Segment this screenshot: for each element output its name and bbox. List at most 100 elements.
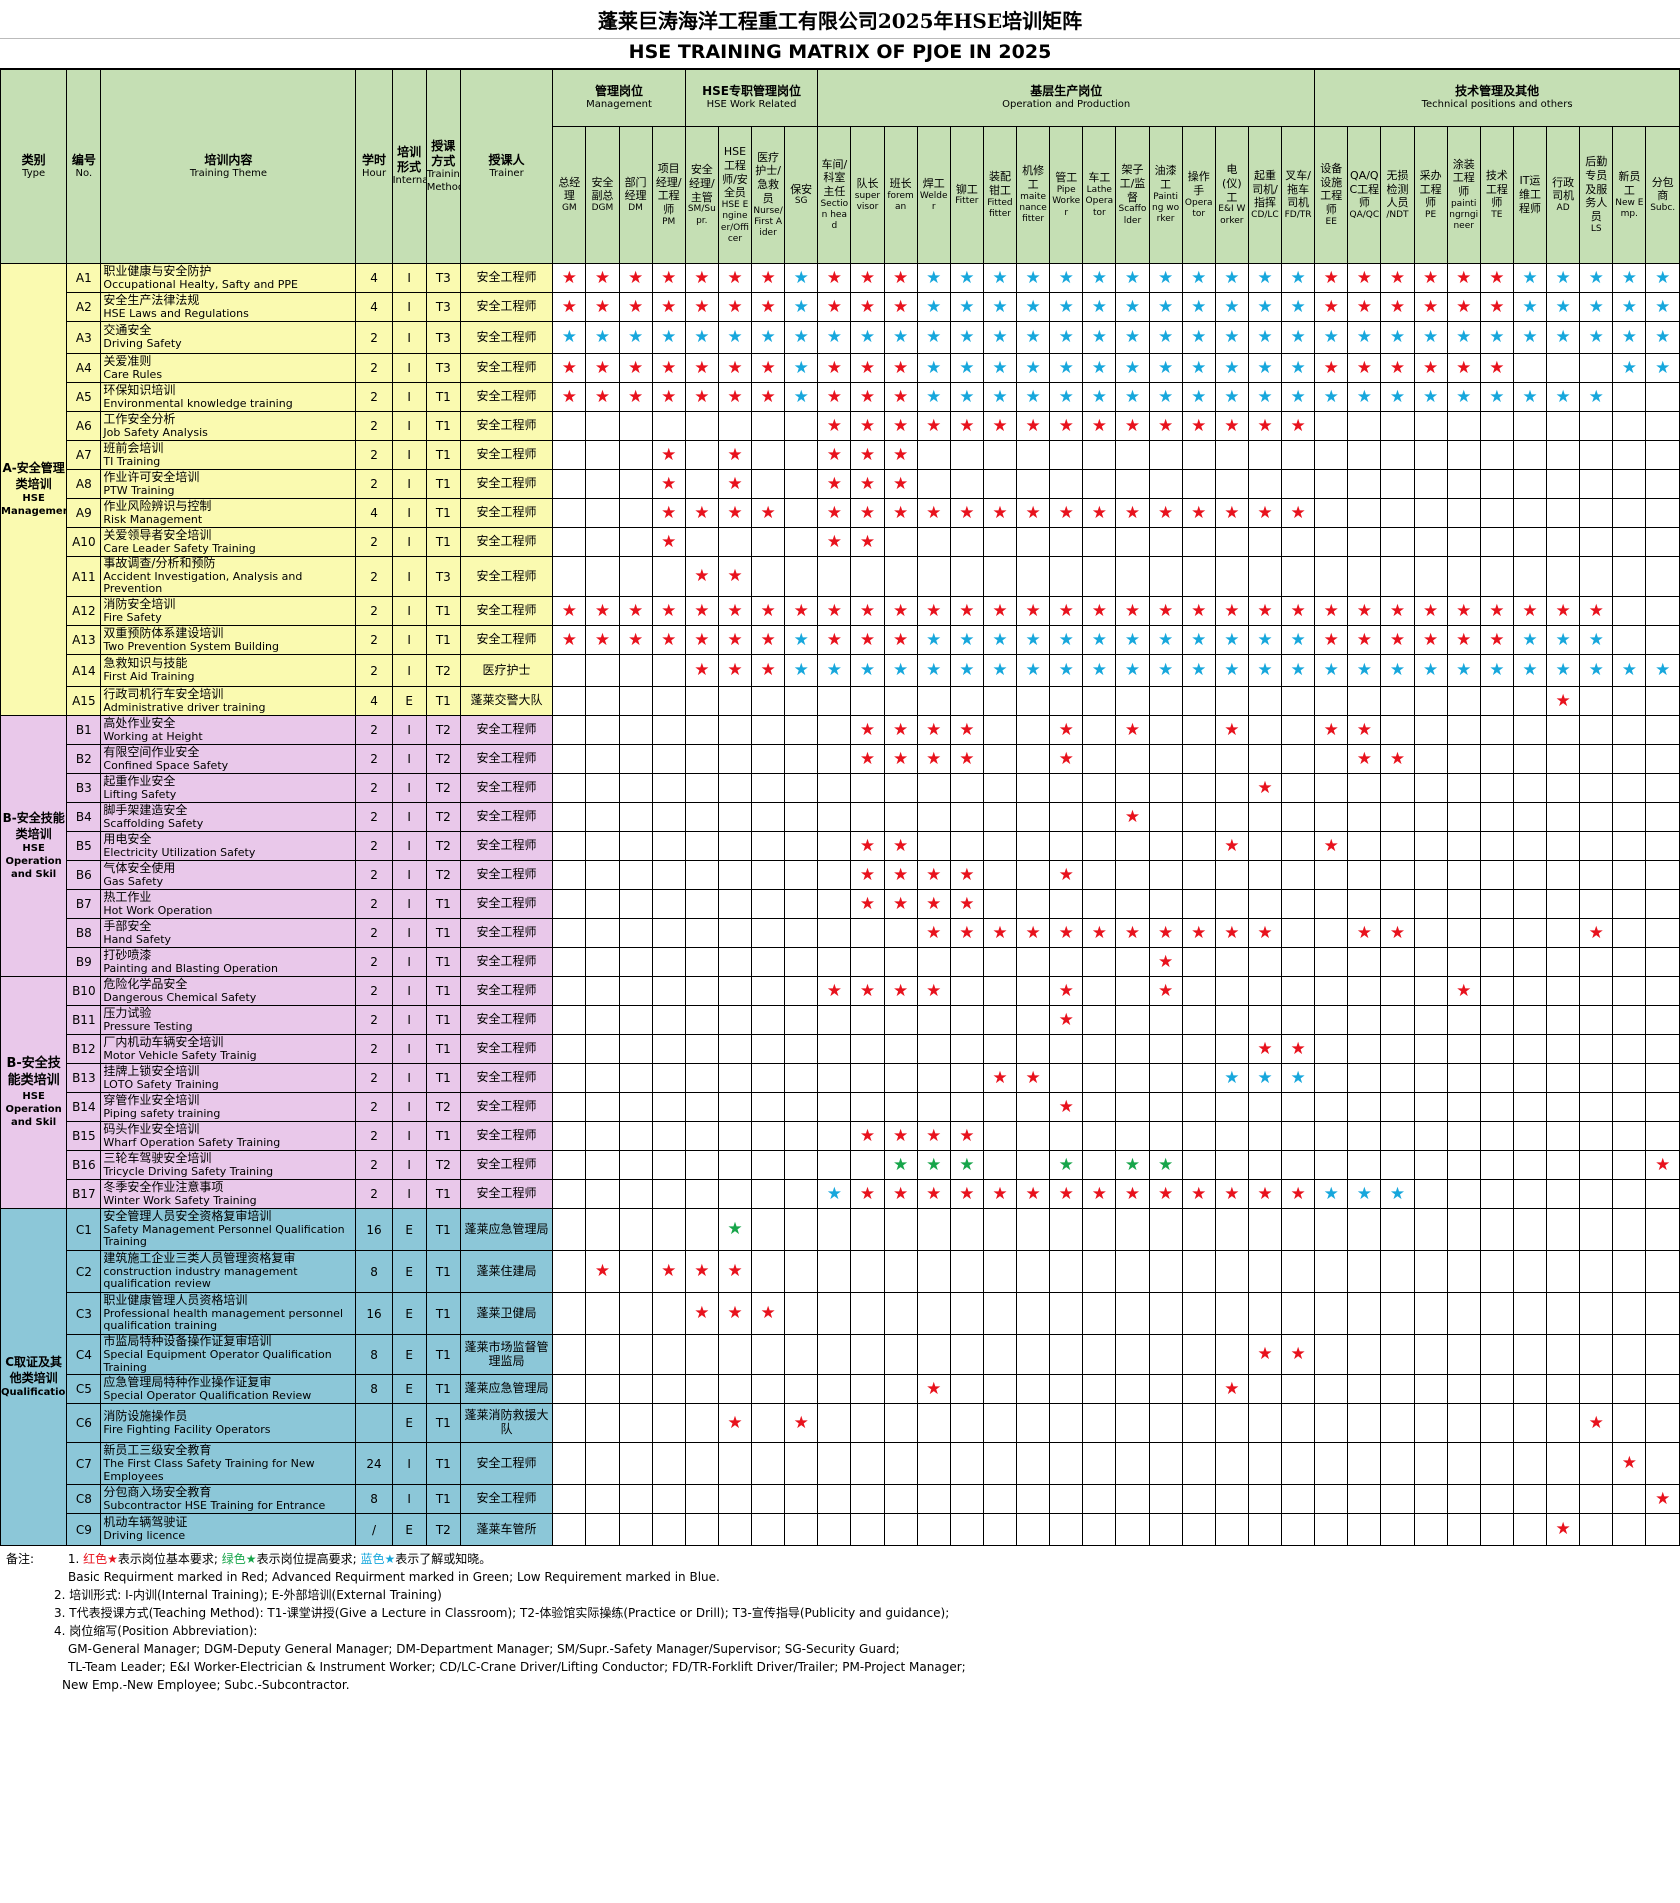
matrix-cell xyxy=(1512,1250,1548,1294)
training-theme-en: The First Class Safety Training for New … xyxy=(103,1456,315,1483)
matrix-cell xyxy=(1247,1513,1283,1547)
trainer-cell: 安全工程师 xyxy=(459,555,554,598)
matrix-cell xyxy=(1479,1121,1514,1152)
matrix-cell xyxy=(784,1374,819,1405)
trainer-cell: 安全工程师 xyxy=(459,1121,554,1152)
trainer-cell: 安全工程师 xyxy=(459,469,554,499)
matrix-cell xyxy=(1247,1005,1283,1036)
matrix-cell xyxy=(1479,802,1514,833)
matrix-cell xyxy=(982,1092,1018,1123)
matrix-cell xyxy=(1181,1442,1216,1486)
training-method-cell: T1 xyxy=(425,596,461,627)
matrix-cell xyxy=(1413,411,1448,441)
matrix-cell xyxy=(1281,831,1316,862)
low-star-icon: ★ xyxy=(992,267,1008,288)
table-row: B-安全技能类培训 HSE Operation and Skil B1 高处作业安全 W… xyxy=(0,715,1680,978)
matrix-cell xyxy=(651,1179,686,1210)
matrix-cell xyxy=(1049,1513,1084,1547)
matrix-cell xyxy=(1413,1063,1448,1094)
matrix-cell xyxy=(1281,802,1316,833)
matrix-cell: ★ xyxy=(684,382,719,412)
matrix-cell xyxy=(817,1374,852,1405)
training-method-cell: T3 xyxy=(425,353,461,383)
matrix-cell xyxy=(585,831,620,862)
hour-cell: 2 xyxy=(355,440,393,470)
matrix-cell xyxy=(1612,527,1647,557)
low-star-icon: ★ xyxy=(1489,386,1505,407)
matrix-cell: ★ xyxy=(1479,654,1514,688)
matrix-cell: ★ xyxy=(949,498,984,528)
training-theme-cn: 工作安全分析 xyxy=(103,411,176,426)
matrix-cell: ★ xyxy=(883,321,918,354)
training-method-cell: T3 xyxy=(425,555,461,598)
matrix-cell xyxy=(1612,1092,1647,1123)
required-star-icon: ★ xyxy=(760,267,776,288)
matrix-cell: ★ xyxy=(1512,654,1548,688)
matrix-cell: ★ xyxy=(1413,292,1448,322)
matrix-cell xyxy=(1082,773,1117,804)
matrix-cell xyxy=(1479,715,1514,746)
low-star-icon: ★ xyxy=(959,357,975,378)
table-row: B15 码头作业安全培训 Wharf Operation Safety Traini… xyxy=(1,1121,1680,1152)
matrix-cell: ★ xyxy=(651,440,686,470)
matrix-cell: ★ xyxy=(1148,596,1183,627)
required-star-icon: ★ xyxy=(1389,748,1406,769)
required-star-icon: ★ xyxy=(760,386,776,407)
course-code: B14 xyxy=(66,1092,102,1123)
required-star-icon: ★ xyxy=(694,357,710,378)
matrix-cell xyxy=(1413,1374,1448,1405)
note-3: 3. T代表授课方式(Teaching Method): T1-课堂讲授(Giv… xyxy=(54,1606,950,1621)
matrix-cell xyxy=(552,1121,587,1152)
matrix-cell: ★ xyxy=(1579,625,1614,656)
low-star-icon: ★ xyxy=(727,327,743,347)
matrix-cell: ★ xyxy=(916,353,951,383)
matrix-cell xyxy=(1314,1292,1349,1336)
matrix-cell xyxy=(750,1403,786,1444)
training-method-cell: T1 xyxy=(425,947,461,978)
required-star-icon: ★ xyxy=(892,748,909,769)
required-star-icon: ★ xyxy=(1323,267,1339,288)
matrix-cell: ★ xyxy=(850,469,885,499)
matrix-cell xyxy=(1645,947,1680,978)
matrix-cell xyxy=(1148,773,1183,804)
low-star-icon: ★ xyxy=(1555,660,1571,681)
matrix-cell xyxy=(1380,1403,1415,1444)
matrix-cell: ★ xyxy=(1546,686,1581,717)
matrix-cell xyxy=(1049,1208,1084,1252)
matrix-cell xyxy=(1181,889,1216,920)
table-row: A11 事故调查/分析和预防 Accident Investigation, Ana… xyxy=(1,555,1680,598)
matrix-cell xyxy=(1446,1403,1481,1444)
matrix-cell xyxy=(1546,744,1581,775)
matrix-cell xyxy=(784,918,819,949)
matrix-cell xyxy=(1115,686,1150,717)
matrix-cell: ★ xyxy=(1314,292,1349,322)
low-star-icon: ★ xyxy=(992,327,1008,347)
matrix-cell xyxy=(1579,947,1614,978)
low-star-icon: ★ xyxy=(1555,629,1571,650)
matrix-cell: ★ xyxy=(750,596,786,627)
matrix-cell xyxy=(1413,1150,1448,1181)
position-name-cn: HSE工程师/安全员 xyxy=(722,145,748,200)
matrix-cell: ★ xyxy=(850,353,885,383)
table-row: A7 班前会培训 TI Training 2 I T1 安全工程师 ★ ★ ★ ★ ★ xyxy=(1,440,1680,470)
required-star-icon: ★ xyxy=(727,1303,743,1324)
required-star-icon: ★ xyxy=(1257,415,1273,436)
matrix-cell xyxy=(1479,686,1514,717)
matrix-cell xyxy=(1181,555,1216,598)
matrix-cell xyxy=(684,976,719,1007)
matrix-cell xyxy=(1181,1484,1216,1515)
matrix-cell: ★ xyxy=(949,744,984,775)
matrix-cell xyxy=(850,802,885,833)
low-star-icon: ★ xyxy=(1224,660,1240,681)
matrix-cell: ★ xyxy=(1148,976,1183,1007)
matrix-cell: ★ xyxy=(750,292,786,322)
matrix-cell xyxy=(1546,353,1581,383)
low-star-icon: ★ xyxy=(1091,386,1107,407)
training-method-cell: T1 xyxy=(425,1063,461,1094)
matrix-cell xyxy=(1115,1034,1150,1065)
position-name-en: LS xyxy=(1590,223,1602,234)
matrix-cell: ★ xyxy=(982,321,1018,354)
required-star-icon: ★ xyxy=(1356,357,1372,378)
matrix-cell xyxy=(817,1034,852,1065)
low-star-icon: ★ xyxy=(1124,267,1141,288)
